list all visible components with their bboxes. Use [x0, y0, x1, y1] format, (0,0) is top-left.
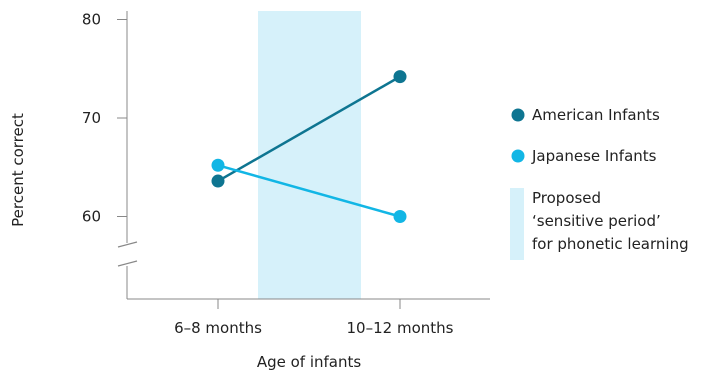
legend-marker-0 [511, 108, 525, 122]
y-tick-label: 70 [82, 109, 101, 127]
legend-region-label: ‘sensitive period’ [532, 212, 661, 230]
legend-region-label: for phonetic learning [532, 235, 689, 253]
series-point-1 [211, 158, 225, 172]
axis-break-mark [117, 260, 138, 267]
series-point-1 [393, 210, 407, 223]
legend-label: American Infants [532, 106, 660, 124]
sensitive-period-region [258, 11, 361, 299]
y-tick-label: 80 [82, 11, 101, 29]
series-line-1 [217, 164, 401, 218]
y-axis-title: Percent correct [9, 113, 27, 227]
x-tick-label: 6–8 months [174, 319, 262, 337]
series-line-0 [217, 75, 401, 183]
x-axis-title: Age of infants [257, 353, 362, 371]
y-tick-label: 60 [82, 208, 101, 226]
axis-break-mark [117, 241, 138, 248]
legend-label: Japanese Infants [531, 147, 657, 165]
series-point-0 [211, 174, 225, 188]
series-point-0 [393, 70, 407, 84]
legend-region-label: Proposed [532, 189, 601, 207]
legend-marker-1 [511, 149, 525, 163]
legend-region-swatch [510, 188, 524, 260]
x-tick-label: 10–12 months [347, 319, 454, 337]
